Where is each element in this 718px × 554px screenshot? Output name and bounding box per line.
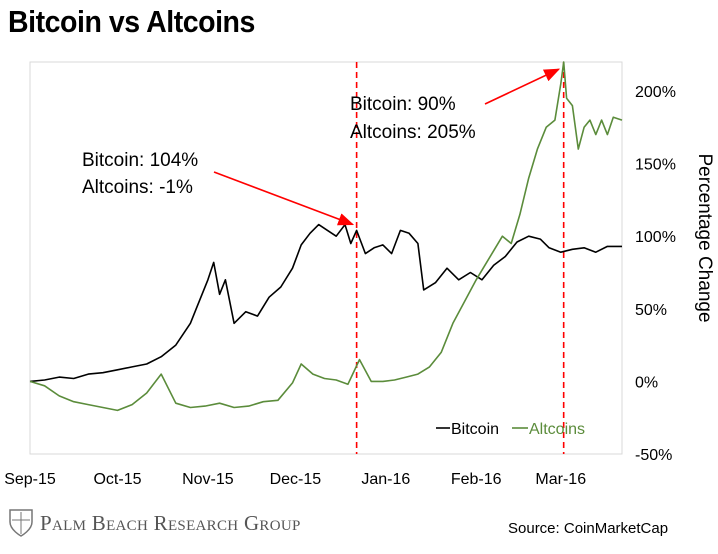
series-line-bitcoin <box>29 223 622 383</box>
y-tick-label: 50% <box>635 302 667 319</box>
y-tick-label: 150% <box>635 157 676 174</box>
y-tick-label: 100% <box>635 229 676 246</box>
x-tick-label: Jan-16 <box>361 471 410 488</box>
y-tick-label: 200% <box>635 84 676 101</box>
annotation-arrow <box>213 171 355 226</box>
x-tick-label: Feb-16 <box>451 471 502 488</box>
org-name: Palm Beach Research Group <box>40 510 301 535</box>
annotation-text: Altcoins: 205% <box>350 122 476 143</box>
y-axis-label: Percentage Change <box>694 153 715 322</box>
x-tick-label: Dec-15 <box>270 471 322 488</box>
x-tick-label: Oct-15 <box>93 471 141 488</box>
annotation-arrow <box>484 68 561 105</box>
annotation-text: Bitcoin: 104% <box>82 150 198 171</box>
legend-label: Bitcoin <box>451 421 499 438</box>
x-tick-label: Nov-15 <box>182 471 234 488</box>
page-title: Bitcoin vs Altcoins <box>8 4 255 39</box>
annotation-text: Bitcoin: 90% <box>350 94 456 115</box>
plot-area <box>29 61 623 455</box>
annotation-text: Altcoins: -1% <box>82 177 193 198</box>
x-tick-label: Mar-16 <box>535 471 586 488</box>
x-tick-label: Sep-15 <box>4 471 56 488</box>
y-tick-label: 0% <box>635 374 658 391</box>
footer-logo: Palm Beach Research Group <box>8 508 301 538</box>
legend-label: Altcoins <box>529 421 585 438</box>
shield-crest-icon <box>9 509 33 537</box>
series-line-altcoins <box>29 61 623 412</box>
source-note: Source: CoinMarketCap <box>508 520 669 537</box>
y-tick-label: -50% <box>635 447 672 464</box>
